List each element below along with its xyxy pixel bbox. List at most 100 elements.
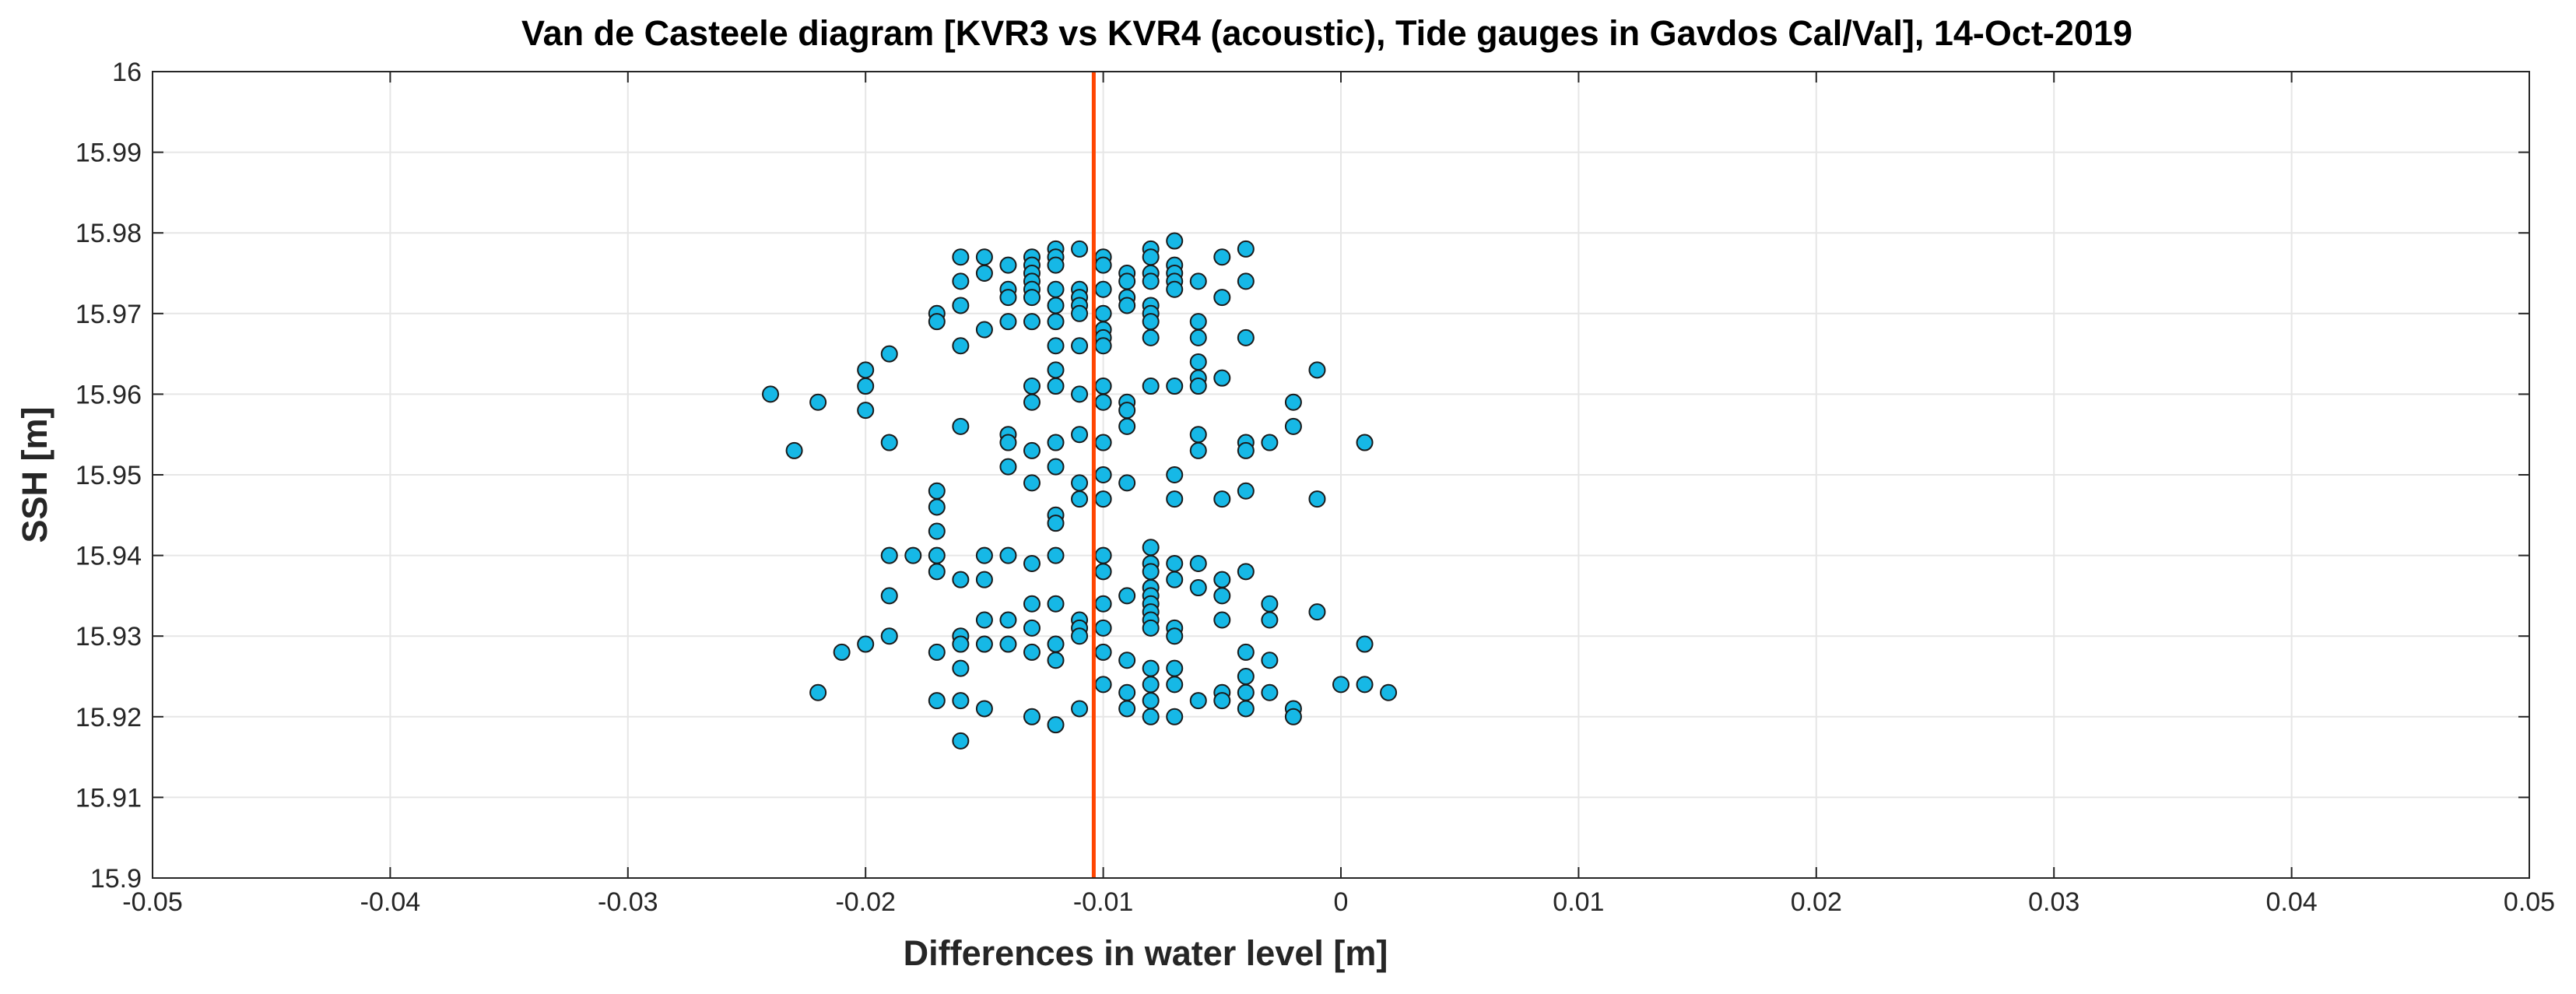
data-point — [1308, 490, 1326, 508]
data-point — [1047, 337, 1065, 355]
data-point — [1047, 546, 1065, 564]
data-point — [1118, 683, 1136, 701]
data-point — [1284, 393, 1302, 411]
data-point — [1023, 393, 1041, 411]
data-point — [1118, 272, 1136, 290]
data-point — [975, 571, 993, 588]
x-tick-label: 0.02 — [1791, 887, 1842, 917]
data-point — [1047, 716, 1065, 734]
data-point — [1213, 248, 1231, 266]
data-point — [1189, 272, 1207, 290]
data-point — [1237, 240, 1255, 258]
y-tick-label: 15.93 — [75, 622, 142, 652]
x-tick-label: -0.02 — [835, 887, 896, 917]
data-point — [1023, 619, 1041, 637]
data-point — [1308, 361, 1326, 379]
x-tick-label: -0.05 — [122, 887, 183, 917]
data-point — [1047, 652, 1065, 669]
data-point — [1071, 385, 1089, 403]
data-point — [1142, 378, 1160, 395]
data-point — [1094, 256, 1112, 274]
data-point — [999, 434, 1017, 451]
data-point — [1380, 683, 1398, 701]
data-point — [1118, 297, 1136, 314]
data-point — [1094, 434, 1112, 451]
data-point — [833, 643, 851, 661]
data-point — [999, 289, 1017, 307]
data-point — [1213, 490, 1231, 508]
y-axis-label: SSH [m] — [15, 406, 54, 543]
data-point — [1142, 313, 1160, 331]
data-point — [1237, 482, 1255, 500]
data-point — [1166, 232, 1184, 250]
data-point — [928, 498, 946, 516]
data-point — [928, 482, 946, 500]
data-point — [1094, 280, 1112, 298]
data-point — [975, 635, 993, 653]
data-point — [1023, 313, 1041, 331]
x-tick-label: 0.03 — [2028, 887, 2079, 917]
data-point — [952, 248, 970, 266]
data-point — [1047, 361, 1065, 379]
data-point — [1237, 272, 1255, 290]
data-point — [1118, 587, 1136, 605]
data-point — [857, 635, 875, 653]
data-point — [857, 378, 875, 395]
data-point — [1261, 683, 1279, 701]
data-point — [1237, 668, 1255, 685]
data-point — [809, 683, 827, 701]
data-point — [1166, 490, 1184, 508]
data-point — [928, 643, 946, 661]
data-point — [1237, 683, 1255, 701]
data-point — [1166, 627, 1184, 645]
data-point — [1189, 313, 1207, 331]
x-tick-label: 0.05 — [2504, 887, 2555, 917]
data-point — [880, 434, 898, 451]
data-point — [880, 627, 898, 645]
data-point — [1213, 369, 1231, 387]
data-point — [999, 313, 1017, 331]
data-point — [1142, 563, 1160, 581]
data-point — [975, 265, 993, 282]
data-point — [952, 417, 970, 435]
data-point — [1023, 643, 1041, 661]
data-point — [1142, 272, 1160, 290]
data-point — [1189, 353, 1207, 371]
data-point — [1237, 700, 1255, 718]
data-point — [1166, 378, 1184, 395]
y-tick-label: 15.97 — [75, 300, 142, 329]
y-tick-label: 15.98 — [75, 219, 142, 248]
data-point — [1071, 337, 1089, 355]
data-point — [1118, 402, 1136, 420]
y-tick-label: 16 — [112, 58, 142, 87]
y-tick-label: 15.92 — [75, 703, 142, 732]
data-point — [1047, 434, 1065, 451]
data-point — [1094, 643, 1112, 661]
data-point — [928, 563, 946, 581]
data-point — [857, 402, 875, 420]
data-point — [1047, 280, 1065, 298]
data-point — [1284, 417, 1302, 435]
data-point — [1189, 328, 1207, 346]
data-point — [1261, 434, 1279, 451]
y-tick-labels: 15.9 15.91 15.92 15.93 15.94 15.95 15.96 15.97 1… — [75, 58, 142, 894]
data-points — [762, 232, 1398, 750]
data-point — [1047, 256, 1065, 274]
data-point — [999, 611, 1017, 629]
data-point — [1023, 378, 1041, 395]
data-point — [952, 571, 970, 588]
data-point — [1142, 659, 1160, 677]
data-point — [1308, 603, 1326, 621]
data-point — [1142, 248, 1160, 266]
data-point — [975, 611, 993, 629]
data-point — [785, 441, 803, 459]
x-tick-label: 0 — [1334, 887, 1349, 917]
data-point — [952, 297, 970, 314]
data-point — [1142, 692, 1160, 710]
y-tick-label: 15.91 — [75, 783, 142, 813]
data-point — [999, 256, 1017, 274]
data-point — [1094, 466, 1112, 483]
data-point — [1166, 571, 1184, 588]
data-point — [952, 732, 970, 750]
